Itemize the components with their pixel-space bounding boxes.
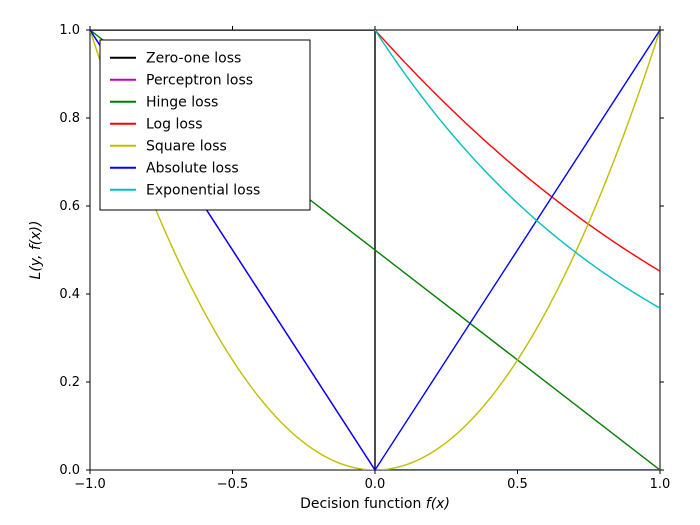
x-axis-label: Decision function f(x)	[300, 496, 450, 512]
legend-label: Exponential loss	[146, 183, 260, 199]
xtick-label: 1.0	[650, 477, 671, 492]
loss-functions-chart: −1.0 −0.5 0.0 0.5 1.0 0.0 0.2 0.4 0.6 0.8 1.0 Decis…	[0, 0, 700, 525]
legend-label: Perceptron loss	[146, 73, 253, 89]
ytick-label: 0.8	[59, 111, 80, 126]
xtick-label: 0.0	[365, 477, 386, 492]
y-axis-label: L(y, f(x))	[28, 221, 44, 280]
ytick-label: 0.4	[59, 287, 80, 302]
legend-label: Log loss	[146, 117, 203, 133]
legend-label: Zero-one loss	[146, 51, 241, 67]
legend-label: Square loss	[146, 139, 227, 155]
legend-label: Hinge loss	[146, 95, 218, 111]
xtick-label: 0.5	[507, 477, 528, 492]
xtick-label: −1.0	[74, 477, 106, 492]
ytick-label: 0.0	[59, 463, 80, 478]
legend-label: Absolute loss	[146, 161, 239, 177]
ytick-label: 0.6	[59, 199, 80, 214]
ytick-label: 0.2	[59, 375, 80, 390]
xtick-label: −0.5	[217, 477, 249, 492]
legend: Zero-one loss Perceptron loss Hinge loss Lo…	[100, 40, 310, 210]
ytick-label: 1.0	[59, 23, 80, 38]
